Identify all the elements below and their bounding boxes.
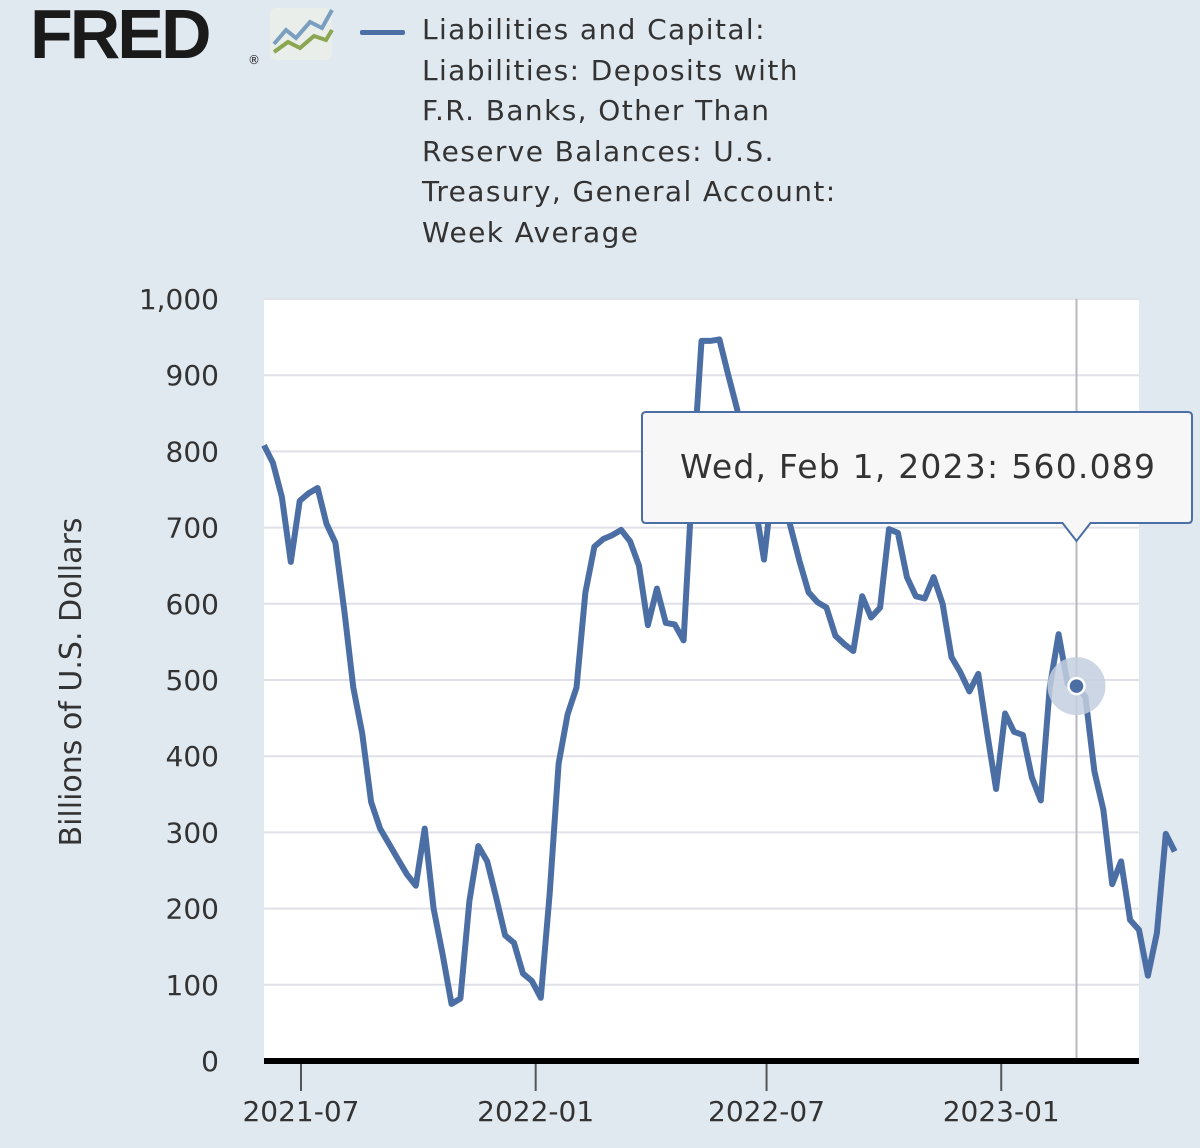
tooltip-value: 560.089 — [1011, 447, 1156, 486]
tooltip-box — [641, 411, 1193, 543]
x-axis-ticks: 2021-07 2022-01 2022-07 2023-01 — [242, 1061, 1060, 1128]
y-tick-label: 200 — [166, 893, 219, 926]
y-tick-label: 800 — [166, 435, 219, 468]
tooltip-text: Wed, Feb 1, 2023: 560.089 — [680, 447, 1156, 486]
legend-swatch — [360, 30, 405, 35]
registered-mark: ® — [248, 53, 260, 67]
y-tick-label: 1,000 — [139, 283, 219, 316]
x-tick-label: 2022-07 — [708, 1095, 825, 1128]
x-tick-label: 2023-01 — [943, 1095, 1060, 1128]
tooltip: Wed, Feb 1, 2023: 560.089 — [641, 411, 1193, 543]
y-tick-label: 100 — [166, 969, 219, 1002]
y-tick-label: 0 — [201, 1045, 219, 1078]
y-axis-label: Billions of U.S. Dollars — [54, 518, 89, 847]
y-axis-ticks: 0 100 200 300 400 500 600 700 800 900 1,000 — [139, 283, 219, 1078]
x-tick-label: 2022-01 — [477, 1095, 594, 1128]
y-tick-label: 400 — [166, 740, 219, 773]
series-title: Liabilities and Capital: Liabilities: De… — [422, 13, 837, 249]
y-tick-label: 300 — [166, 816, 219, 849]
x-tick-label: 2021-07 — [242, 1095, 359, 1128]
fred-logo-graphic: FRED ® — [30, 0, 334, 73]
y-tick-label: 600 — [166, 588, 219, 621]
y-tick-label: 500 — [166, 664, 219, 697]
highlight-point[interactable] — [1067, 676, 1086, 696]
series-line[interactable] — [261, 336, 1178, 1007]
fred-logo-text: FRED — [30, 0, 209, 70]
y-tick-label: 900 — [166, 359, 219, 392]
y-tick-label: 700 — [166, 512, 219, 545]
fred-logo-chart-icon — [270, 8, 334, 60]
tooltip-date: Wed, Feb 1, 2023: — [680, 447, 999, 486]
fred-logo[interactable]: FRED ® — [30, 0, 350, 74]
